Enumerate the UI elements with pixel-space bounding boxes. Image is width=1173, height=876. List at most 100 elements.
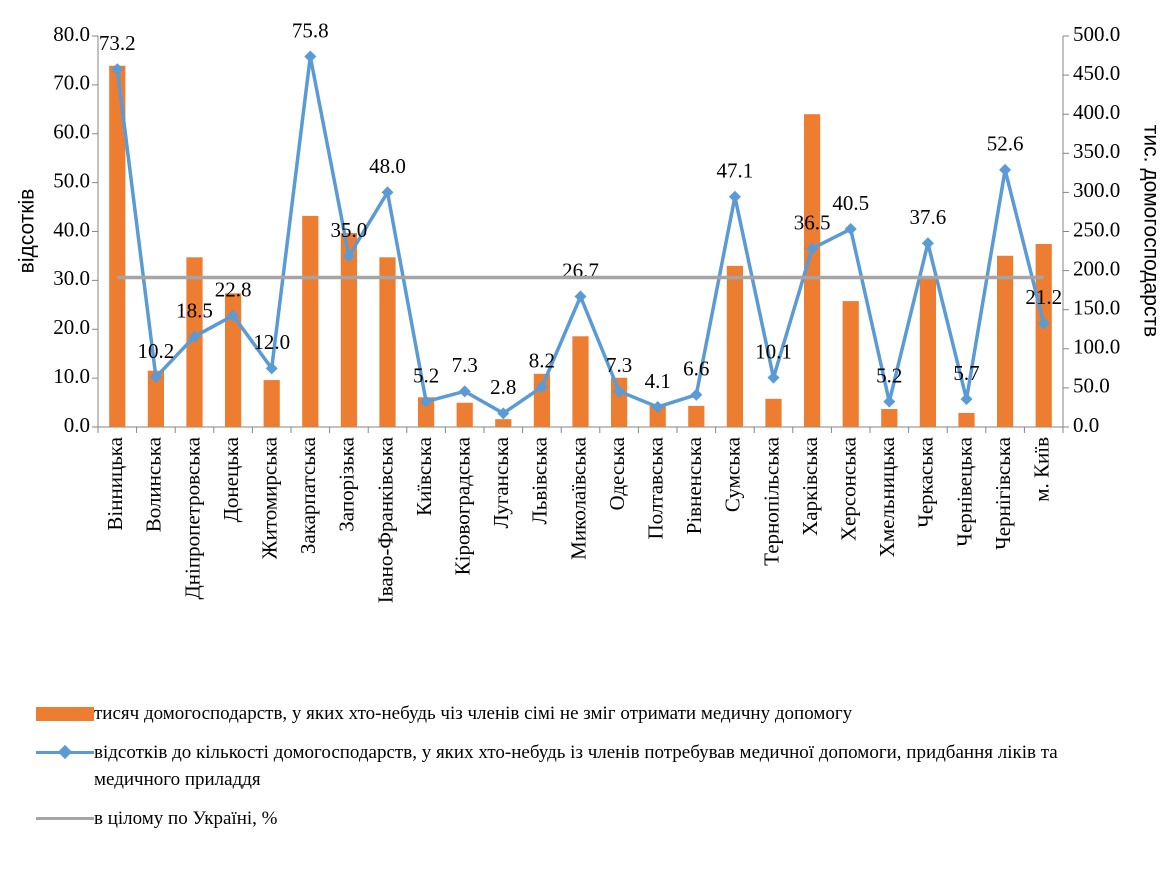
y-axis-label: відсотків — [16, 189, 39, 274]
y2-tick-label: 300.0 — [1073, 178, 1120, 202]
marker — [806, 242, 819, 255]
data-label: 22.8 — [215, 277, 252, 301]
marker — [728, 190, 741, 203]
data-label: 7.3 — [606, 353, 632, 377]
bar — [417, 397, 435, 427]
x-tick-label: Одеська — [605, 436, 629, 510]
bar — [610, 377, 628, 427]
data-label: 5.2 — [413, 363, 439, 387]
bar — [1035, 244, 1052, 427]
x-tick-label: Житомирська — [258, 436, 282, 559]
data-label: 4.1 — [645, 369, 671, 393]
x-tick-label: Хмельницька — [875, 436, 899, 557]
legend-entry: відсотків до кількості домогосподарств, … — [36, 739, 1146, 793]
marker — [690, 388, 703, 401]
x-tick-label: Волинська — [142, 436, 166, 532]
legend-label: в цілому по Україні, % — [94, 808, 278, 829]
bar — [495, 419, 512, 427]
x-tick-label: Чернівецька — [952, 436, 976, 546]
bar — [340, 233, 358, 427]
data-label: 5.7 — [953, 361, 979, 385]
bar — [456, 402, 473, 427]
bar — [224, 293, 242, 427]
marker — [999, 163, 1012, 176]
marker — [535, 380, 548, 393]
legend-swatch — [36, 700, 94, 727]
bar — [842, 301, 859, 427]
marker — [342, 249, 355, 262]
bar — [109, 65, 126, 427]
y2-tick-label: 200.0 — [1073, 256, 1120, 280]
x-tick-label: Івано-Франківська — [373, 436, 397, 603]
data-label: 75.8 — [292, 18, 329, 42]
bar — [147, 370, 165, 427]
x-tick-label: Кіровоградська — [451, 436, 475, 575]
x-tick-label: Тернопільська — [759, 436, 783, 565]
y-tick-label: 70.0 — [53, 71, 90, 95]
data-label: 36.5 — [794, 210, 831, 234]
bar — [379, 257, 396, 427]
legend-label: тисяч домогосподарств, у яких хто-небудь… — [94, 703, 853, 724]
y2-tick-label: 0.0 — [1073, 413, 1099, 437]
marker — [613, 385, 626, 398]
data-label: 7.3 — [452, 353, 478, 377]
y2-axis-label: тис. домогосподарств — [1139, 125, 1162, 337]
data-label: 10.2 — [138, 339, 175, 363]
y-tick-label: 40.0 — [53, 217, 90, 241]
marker — [227, 309, 240, 322]
data-label: 35.0 — [331, 218, 368, 242]
x-tick-label: Полтавська — [644, 436, 668, 539]
x-tick-label: Вінницька — [103, 436, 127, 530]
marker — [574, 290, 587, 303]
marker — [960, 393, 973, 406]
y2-tick-label: 500.0 — [1073, 22, 1120, 46]
x-tick-label: Донецька — [219, 436, 243, 522]
marker — [149, 371, 162, 384]
marker — [497, 407, 510, 420]
bar — [649, 405, 666, 427]
marker — [188, 330, 201, 343]
legend-entry: в цілому по Україні, % — [36, 805, 1146, 832]
bar — [958, 412, 975, 427]
y-tick-label: 50.0 — [53, 168, 90, 192]
legend-swatch — [36, 739, 94, 766]
y-tick-label: 20.0 — [53, 315, 90, 339]
marker — [458, 385, 471, 398]
bar — [881, 409, 898, 427]
bar — [688, 405, 705, 427]
x-tick-label: Сумська — [721, 436, 745, 512]
y2-tick-label: 50.0 — [1073, 374, 1110, 398]
y-tick-label: 10.0 — [53, 364, 90, 388]
bar — [263, 380, 280, 427]
x-tick-label: Київська — [412, 436, 436, 516]
chart: відсотків тис. домогосподарств 0.0 10.0 20… — [16, 18, 1163, 603]
x-tick-label: Закарпатська — [296, 436, 320, 554]
y2-tick-label: 350.0 — [1073, 139, 1120, 163]
legend-entry: тисяч домогосподарств, у яких хто-небудь… — [36, 700, 1146, 727]
bar — [996, 255, 1014, 427]
x-tick-label: Рівненська — [682, 436, 706, 534]
x-tick-label: Луганська — [489, 436, 513, 528]
data-label: 6.6 — [683, 357, 709, 381]
bar — [572, 336, 589, 427]
bar — [919, 277, 937, 427]
x-tick-label: Черкаська — [914, 436, 938, 527]
data-label: 5.2 — [876, 363, 902, 387]
x-tick-label: Запорізька — [335, 436, 359, 531]
y2-tick-label: 250.0 — [1073, 217, 1120, 241]
y2-tick-label: 400.0 — [1073, 100, 1120, 124]
marker — [111, 63, 124, 76]
marker — [1037, 317, 1050, 330]
data-label: 12.0 — [253, 330, 290, 354]
data-label: 8.2 — [529, 349, 555, 373]
y2-tick-label: 100.0 — [1073, 335, 1120, 359]
y2-tick-label: 450.0 — [1073, 61, 1120, 85]
x-tick-label: Дніпропетровська — [180, 436, 204, 599]
data-label: 37.6 — [910, 205, 947, 229]
data-label: 10.1 — [755, 339, 792, 363]
marker — [265, 362, 278, 375]
x-tick-label: Херсонська — [837, 436, 861, 541]
data-label: 2.8 — [490, 375, 516, 399]
x-tick-label: Миколаївська — [566, 436, 590, 559]
x-tick-label: Чернігівська — [991, 436, 1015, 550]
